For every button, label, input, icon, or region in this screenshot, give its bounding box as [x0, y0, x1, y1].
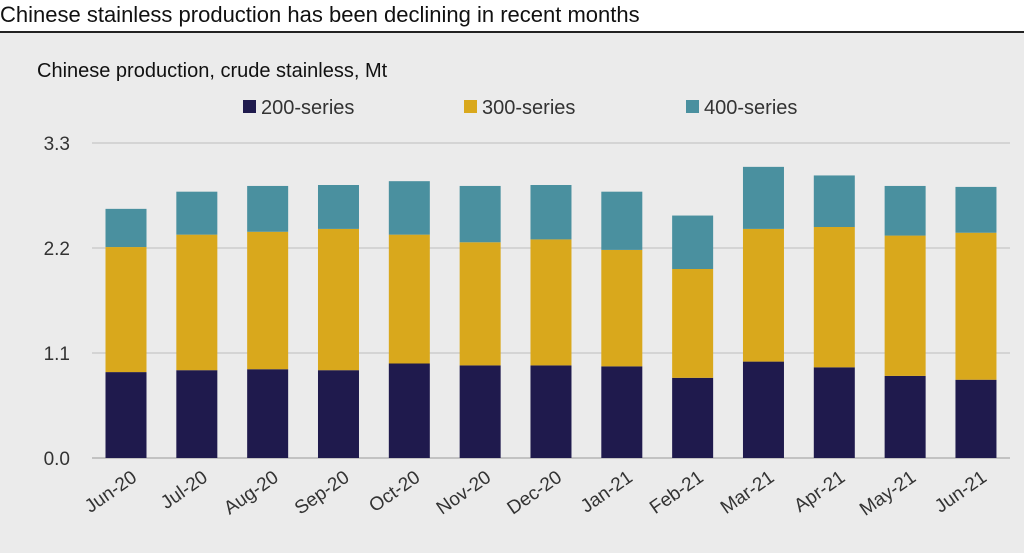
legend-item: 300-series: [464, 97, 575, 119]
headline-rule: [0, 31, 1024, 33]
bar-stack: [176, 191, 218, 458]
bar-stack: [388, 181, 430, 458]
y-tick-label: 3.3: [44, 134, 70, 155]
x-tick-label: Mar-21: [717, 467, 778, 519]
chart-headline: Chinese stainless production has been de…: [0, 2, 640, 27]
x-tick-label: Oct-20: [365, 467, 424, 517]
bar-segment-200-series: [317, 370, 359, 458]
bar-stack: [317, 185, 359, 458]
bar-segment-200-series: [247, 369, 289, 458]
legend-item: 200-series: [243, 97, 354, 119]
x-tick-label: Jan-21: [577, 467, 637, 518]
bar-segment-400-series: [955, 186, 997, 233]
bar-segment-200-series: [459, 365, 501, 458]
bar-stack: [742, 166, 784, 458]
bar-segment-200-series: [601, 366, 643, 458]
bar-segment-300-series: [672, 269, 714, 378]
bar-segment-400-series: [388, 181, 430, 235]
bar-segment-400-series: [530, 185, 572, 240]
chart-legend: 200-series 300-series 400-series: [243, 97, 797, 119]
y-tick-label: 1.1: [44, 344, 70, 365]
bar-stacks: [105, 166, 997, 458]
bar-segment-200-series: [672, 377, 714, 458]
bar-segment-300-series: [459, 242, 501, 366]
x-tick-label: Jul-20: [157, 467, 211, 514]
bar-segment-400-series: [105, 208, 147, 248]
bar-stack: [530, 185, 572, 458]
bar-segment-300-series: [530, 239, 572, 366]
bar-stack: [884, 185, 926, 458]
bar-stack: [247, 185, 289, 458]
bar-segment-400-series: [742, 166, 784, 229]
bar-segment-200-series: [388, 363, 430, 458]
bar-segment-400-series: [813, 175, 855, 227]
y-tick-label: 0.0: [44, 449, 70, 470]
bar-segment-400-series: [459, 185, 501, 243]
x-tick-label: Dec-20: [504, 467, 566, 519]
x-tick-label: Apr-21: [790, 467, 849, 517]
x-tick-label: Jun-20: [81, 467, 141, 518]
bar-stack: [601, 191, 643, 458]
bar-segment-300-series: [742, 228, 784, 362]
bar-segment-300-series: [813, 227, 855, 368]
legend-swatch: [243, 100, 256, 113]
bar-segment-400-series: [601, 191, 643, 250]
chart-subtitle: Chinese production, crude stainless, Mt: [37, 60, 388, 82]
legend-label: 200-series: [261, 97, 354, 119]
bar-segment-400-series: [317, 185, 359, 229]
legend-label: 300-series: [482, 97, 575, 119]
bar-stack: [955, 186, 997, 458]
x-tick-label: Sep-20: [291, 467, 353, 519]
bar-segment-200-series: [955, 379, 997, 458]
bar-segment-300-series: [247, 231, 289, 370]
legend-swatch: [686, 100, 699, 113]
legend-item: 400-series: [686, 97, 797, 119]
x-tick-label: Jun-21: [931, 467, 991, 518]
bar-segment-200-series: [813, 367, 855, 458]
bar-segment-300-series: [388, 234, 430, 364]
bar-segment-300-series: [955, 232, 997, 380]
legend-swatch: [464, 100, 477, 113]
bar-segment-300-series: [601, 249, 643, 367]
bar-segment-400-series: [884, 185, 926, 236]
bar-segment-400-series: [672, 215, 714, 269]
y-tick-label: 2.2: [44, 239, 70, 260]
x-axis: Jun-20 Jul-20 Aug-20 Sep-20 Oct-20 Nov-20 Dec-…: [81, 467, 991, 521]
bar-segment-200-series: [105, 372, 147, 458]
y-axis: 0.0 1.1 2.2 3.3: [44, 134, 70, 470]
bar-stack: [672, 215, 714, 458]
bar-segment-300-series: [317, 228, 359, 371]
x-tick-label: Aug-20: [220, 467, 282, 519]
bar-stack: [105, 208, 147, 458]
bar-segment-400-series: [247, 185, 289, 232]
bar-segment-200-series: [530, 365, 572, 458]
x-tick-label: Nov-20: [433, 467, 495, 519]
bar-stack: [459, 185, 501, 458]
legend-label: 400-series: [704, 97, 797, 119]
bar-segment-400-series: [176, 191, 218, 235]
x-tick-label: May-21: [856, 467, 920, 521]
stacked-bar-chart: Chinese production, crude stainless, Mt …: [37, 60, 1010, 521]
bar-segment-300-series: [176, 234, 218, 371]
bar-segment-200-series: [884, 375, 926, 458]
bar-segment-200-series: [742, 361, 784, 458]
x-tick-label: Feb-21: [646, 467, 707, 519]
chart-panel: Chinese production, crude stainless, Mt …: [0, 33, 1024, 553]
bar-segment-300-series: [884, 235, 926, 376]
bar-segment-200-series: [176, 370, 218, 458]
bar-stack: [813, 175, 855, 458]
bar-segment-300-series: [105, 247, 147, 373]
